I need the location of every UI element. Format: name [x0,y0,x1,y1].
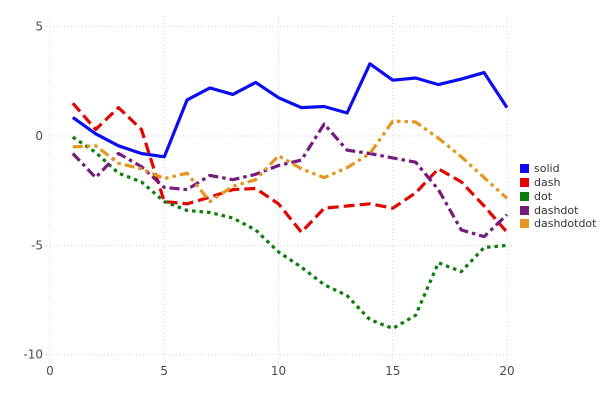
x-axis-tick-label: 15 [385,364,400,378]
series-line-dashdot [71,122,509,239]
legend-swatch-dash [520,178,529,188]
series-line-solid [71,62,509,159]
legend: solid dash dot dashdot dashdotdot [520,162,596,231]
y-axis-tick-label: -10 [23,348,43,362]
legend-item-dashdotdot: dashdotdot [520,217,596,231]
y-axis-tick-label: -5 [31,238,43,252]
x-axis-tick-label: 0 [46,364,54,378]
legend-item-dash: dash [520,176,596,190]
x-axis-tick-label: 5 [160,364,168,378]
legend-item-dot: dot [520,190,596,204]
legend-item-solid: solid [520,162,596,176]
legend-label: dashdot [534,203,579,217]
legend-swatch-solid [520,164,529,174]
legend-swatch-dashdotdot [520,219,529,229]
legend-label: dot [534,189,553,203]
legend-item-dashdot: dashdot [520,203,596,217]
legend-label: dashdotdot [534,217,597,231]
y-axis-tick-label: 0 [35,129,43,143]
legend-label: dash [534,176,561,190]
series-line-dot [71,135,508,331]
legend-swatch-dashdot [520,205,529,215]
y-axis-tick-label: 5 [35,20,43,34]
x-axis-tick-label: 10 [271,364,286,378]
series-line-dash [71,102,509,234]
legend-swatch-dot [520,191,529,201]
legend-label: solid [534,162,560,176]
x-axis-tick-label: 20 [499,364,514,378]
